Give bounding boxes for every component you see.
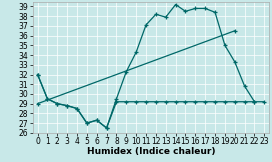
X-axis label: Humidex (Indice chaleur): Humidex (Indice chaleur) [87, 147, 215, 156]
